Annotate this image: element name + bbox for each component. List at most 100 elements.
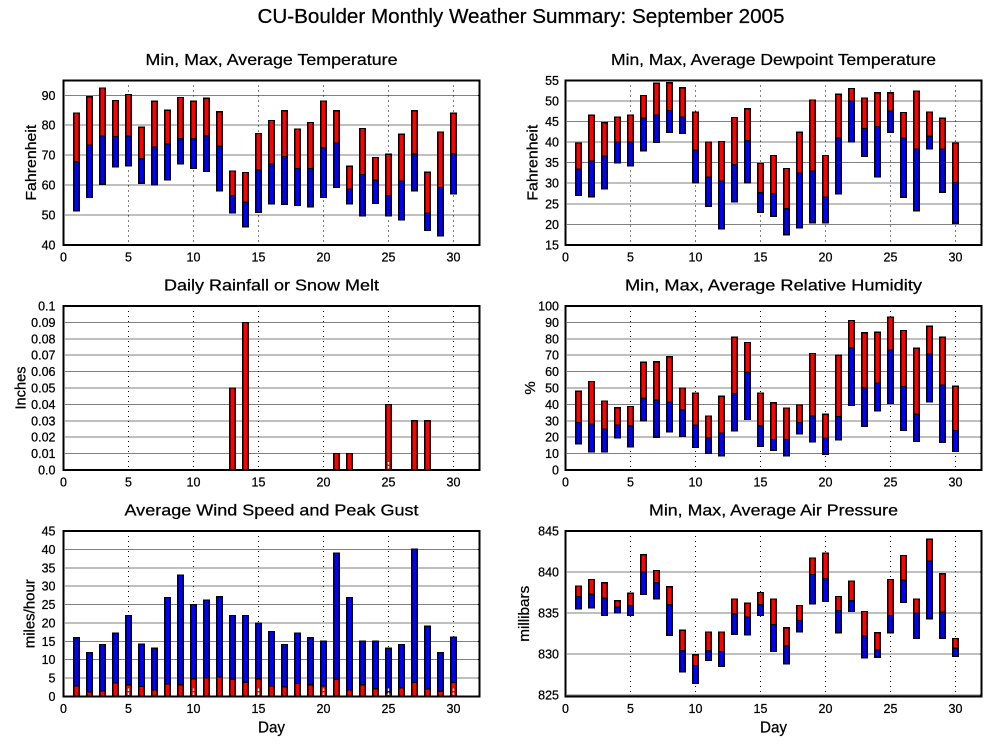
svg-text:15: 15: [252, 476, 266, 490]
svg-text:30: 30: [447, 702, 461, 716]
svg-text:Inches: Inches: [12, 367, 29, 410]
svg-text:0: 0: [552, 464, 559, 478]
svg-text:5: 5: [627, 702, 634, 716]
svg-text:50: 50: [42, 209, 56, 223]
svg-text:0: 0: [60, 251, 67, 265]
svg-text:30: 30: [949, 702, 963, 716]
svg-text:5: 5: [627, 476, 634, 490]
svg-text:Day: Day: [760, 720, 787, 737]
svg-text:5: 5: [627, 251, 634, 265]
svg-text:0.07: 0.07: [31, 349, 55, 363]
svg-text:20: 20: [317, 251, 331, 265]
svg-text:830: 830: [538, 648, 559, 662]
svg-text:0.06: 0.06: [31, 365, 55, 379]
svg-text:miles/hour: miles/hour: [21, 579, 38, 648]
svg-text:Min, Max, Average Temperature: Min, Max, Average Temperature: [146, 52, 398, 69]
svg-text:20: 20: [545, 218, 559, 232]
svg-text:60: 60: [545, 365, 559, 379]
svg-text:30: 30: [42, 580, 56, 594]
svg-text:Average Wind Speed and Peak Gu: Average Wind Speed and Peak Gust: [125, 503, 420, 520]
svg-text:10: 10: [545, 447, 559, 461]
svg-text:50: 50: [545, 382, 559, 396]
svg-text:30: 30: [447, 251, 461, 265]
svg-text:90: 90: [545, 316, 559, 330]
svg-text:20: 20: [317, 702, 331, 716]
svg-text:15: 15: [754, 251, 768, 265]
svg-text:845: 845: [538, 525, 559, 539]
svg-text:0.04: 0.04: [31, 398, 55, 412]
svg-text:45: 45: [545, 115, 559, 129]
svg-text:90: 90: [42, 89, 56, 103]
svg-text:40: 40: [545, 136, 559, 150]
svg-text:15: 15: [754, 476, 768, 490]
svg-text:15: 15: [42, 635, 56, 649]
svg-text:0.09: 0.09: [31, 316, 55, 330]
svg-text:10: 10: [187, 702, 201, 716]
svg-text:25: 25: [884, 251, 898, 265]
svg-text:30: 30: [545, 177, 559, 191]
svg-text:0: 0: [60, 476, 67, 490]
svg-text:Min, Max, Average Relative Hum: Min, Max, Average Relative Humidity: [625, 278, 922, 295]
svg-text:15: 15: [545, 239, 559, 253]
svg-text:5: 5: [125, 702, 132, 716]
svg-text:0.08: 0.08: [31, 332, 55, 346]
svg-text:Daily Rainfall or Snow Melt: Daily Rainfall or Snow Melt: [164, 278, 380, 295]
svg-text:70: 70: [545, 349, 559, 363]
svg-text:5: 5: [49, 672, 56, 686]
svg-text:80: 80: [545, 332, 559, 346]
svg-text:25: 25: [884, 702, 898, 716]
svg-text:25: 25: [382, 251, 396, 265]
svg-text:20: 20: [545, 431, 559, 445]
svg-text:Min, Max, Average Air Pressure: Min, Max, Average Air Pressure: [649, 503, 898, 520]
svg-text:millibars: millibars: [516, 586, 533, 642]
svg-text:30: 30: [949, 476, 963, 490]
svg-text:40: 40: [42, 239, 56, 253]
svg-text:10: 10: [187, 251, 201, 265]
svg-text:20: 20: [819, 476, 833, 490]
svg-text:840: 840: [538, 566, 559, 580]
svg-text:0.02: 0.02: [31, 431, 55, 445]
svg-text:10: 10: [187, 476, 201, 490]
svg-text:30: 30: [949, 251, 963, 265]
svg-text:0: 0: [49, 690, 56, 704]
svg-text:0: 0: [562, 476, 569, 490]
svg-text:25: 25: [545, 197, 559, 211]
svg-text:35: 35: [42, 561, 56, 575]
svg-text:20: 20: [42, 616, 56, 630]
svg-text:20: 20: [819, 251, 833, 265]
svg-text:20: 20: [317, 476, 331, 490]
svg-text:30: 30: [447, 476, 461, 490]
svg-text:10: 10: [42, 653, 56, 667]
svg-text:15: 15: [754, 702, 768, 716]
svg-text:10: 10: [689, 476, 703, 490]
svg-text:50: 50: [545, 94, 559, 108]
svg-text:0: 0: [562, 251, 569, 265]
svg-text:Min, Max, Average Dewpoint Tem: Min, Max, Average Dewpoint Temperature: [611, 52, 936, 69]
svg-text:0: 0: [562, 702, 569, 716]
svg-text:0.01: 0.01: [31, 447, 55, 461]
svg-text:60: 60: [42, 179, 56, 193]
svg-text:55: 55: [545, 74, 559, 88]
svg-text:10: 10: [689, 702, 703, 716]
svg-text:Day: Day: [258, 720, 285, 737]
svg-text:0.05: 0.05: [31, 382, 55, 396]
svg-text:10: 10: [689, 251, 703, 265]
svg-text:40: 40: [42, 543, 56, 557]
svg-text:70: 70: [42, 149, 56, 163]
svg-text:835: 835: [538, 607, 559, 621]
svg-text:0.0: 0.0: [38, 464, 55, 478]
svg-text:15: 15: [252, 702, 266, 716]
svg-text:100: 100: [538, 300, 559, 314]
svg-text:0.1: 0.1: [38, 300, 55, 314]
svg-text:35: 35: [545, 156, 559, 170]
svg-text:5: 5: [125, 476, 132, 490]
svg-text:20: 20: [819, 702, 833, 716]
svg-text:0: 0: [60, 702, 67, 716]
svg-text:40: 40: [545, 398, 559, 412]
svg-text:80: 80: [42, 119, 56, 133]
svg-text:0.03: 0.03: [31, 414, 55, 428]
svg-text:30: 30: [545, 414, 559, 428]
svg-text:5: 5: [125, 251, 132, 265]
svg-text:45: 45: [42, 525, 56, 539]
svg-text:15: 15: [252, 251, 266, 265]
